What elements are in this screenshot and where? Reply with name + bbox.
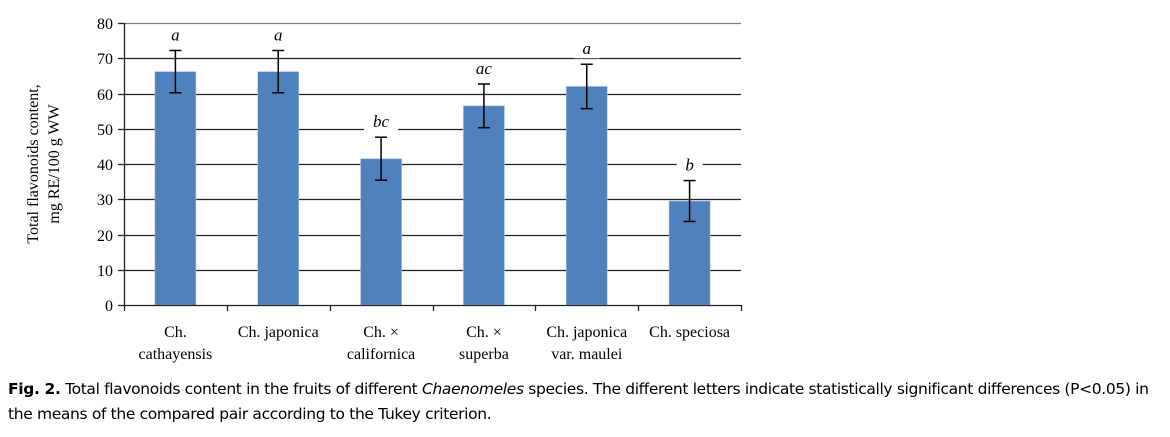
bar	[154, 71, 197, 306]
y-tick-label: 0	[105, 298, 113, 315]
x-category-label: superba	[459, 346, 509, 363]
bar	[360, 158, 402, 306]
significance-letter: bc	[373, 112, 390, 131]
figure-caption: Fig. 2. Total flavonoids content in the …	[8, 377, 1168, 427]
significance-letter: a	[274, 25, 283, 44]
x-category-label: Ch. speciosa	[649, 324, 730, 341]
letter-background	[162, 27, 189, 45]
significance-letter: a	[583, 39, 592, 58]
significance-letter: b	[685, 156, 694, 175]
y-tick-label: 70	[97, 51, 113, 68]
x-category-label: var. maulei	[551, 346, 623, 363]
bar	[565, 86, 608, 306]
y-tick-label: 40	[97, 157, 113, 174]
caption-genus: Chaenomeles	[421, 380, 524, 398]
x-category-label: Ch. japonica	[546, 324, 627, 341]
y-tick-label: 10	[97, 263, 113, 280]
y-axis-title-line-1: Total flavonoids content,	[25, 84, 42, 243]
letter-background	[573, 41, 600, 59]
bar-chart: 0 10 20 30 40 50 60 70 80 a Ch. cathayensis a Ch. ja…	[25, 16, 743, 363]
y-tick-label: 50	[97, 122, 113, 139]
letter-background	[676, 157, 703, 175]
x-category-label: Ch. japonica	[238, 324, 319, 341]
x-category-label: cathayensis	[139, 346, 213, 363]
x-category-label: Ch.	[164, 324, 187, 341]
y-tick-label: 60	[97, 87, 113, 104]
bar	[257, 71, 300, 306]
caption-text-2: species. The different letters indicate …	[8, 380, 1149, 423]
significance-letter: a	[171, 25, 180, 44]
y-axis-title-line-2: mg RE/100 g WW	[46, 103, 63, 223]
y-tick-label: 80	[97, 16, 113, 33]
bar	[463, 105, 505, 306]
y-tick-label: 30	[97, 192, 113, 209]
x-category-label: Ch. ×	[363, 324, 399, 341]
significance-letter: ac	[476, 59, 493, 78]
x-category-label: Ch. ×	[466, 324, 502, 341]
letter-background	[364, 114, 399, 132]
letter-background	[466, 60, 501, 78]
letter-background	[265, 27, 292, 45]
caption-text-1: Total flavonoids content in the fruits o…	[60, 380, 422, 398]
y-tick-label: 20	[97, 228, 113, 245]
x-category-label: californica	[347, 346, 415, 363]
caption-label: Fig. 2.	[8, 380, 61, 398]
